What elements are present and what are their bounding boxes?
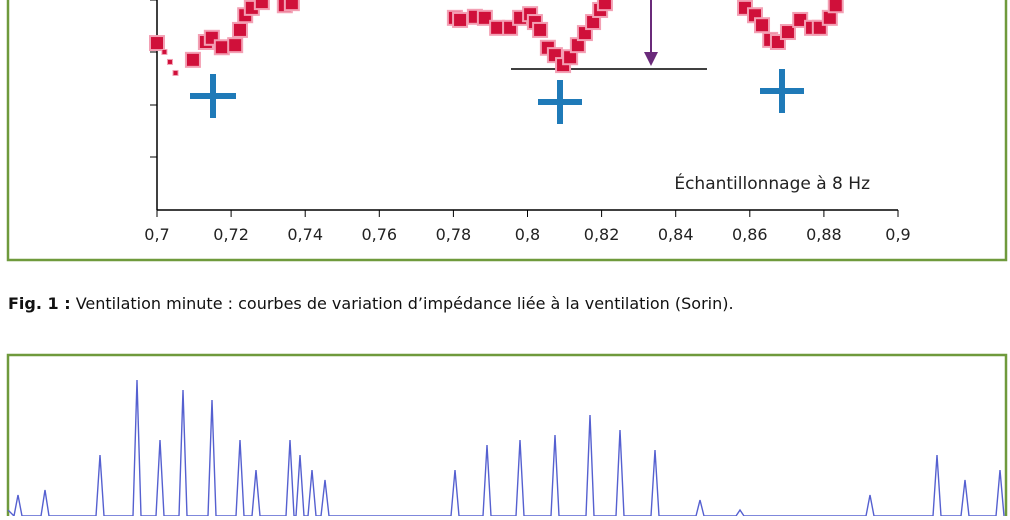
data-point [184,51,201,68]
x-tick-label: 0,76 [361,225,397,244]
plus-markers [190,69,804,124]
x-tick-label: 0,72 [213,225,249,244]
x-tick-label: 0,7 [144,225,169,244]
x-tick-label: 0,86 [732,225,768,244]
data-point [172,69,179,76]
data-point [227,37,244,54]
data-point [166,58,173,65]
figure-frame [6,0,1008,262]
data-point [532,21,549,38]
data-point [779,24,796,41]
data-point [149,35,165,52]
data-point [253,0,270,11]
data-point [827,0,844,14]
data-point [213,39,230,56]
data-point [754,17,771,34]
data-point [283,0,300,12]
caption: Fig. 1 : Ventilation minute : courbes de… [8,294,734,313]
data-point [231,21,248,38]
caption-label: Fig. 1 : [8,294,71,313]
x-tick-label: 0,84 [658,225,694,244]
x-tick-label: 0,8 [515,225,540,244]
figure-frame-2 [6,353,1008,520]
x-tick-label: 0,9 [885,225,910,244]
x-tick-label: 0,74 [287,225,323,244]
x-tick-label: 0,88 [806,225,842,244]
arrow-head [644,52,658,66]
x-tick-label: 0,82 [584,225,620,244]
caption-text: Ventilation minute : courbes de variatio… [76,294,734,313]
data-point [161,48,168,55]
x-tick-label: 0,78 [436,225,472,244]
data-point [476,9,493,26]
annotation: Échantillonnage à 8 Hz [674,172,870,194]
waveform [7,379,1005,518]
data-point [452,11,469,28]
data-point [489,19,506,36]
data-point [596,0,613,12]
